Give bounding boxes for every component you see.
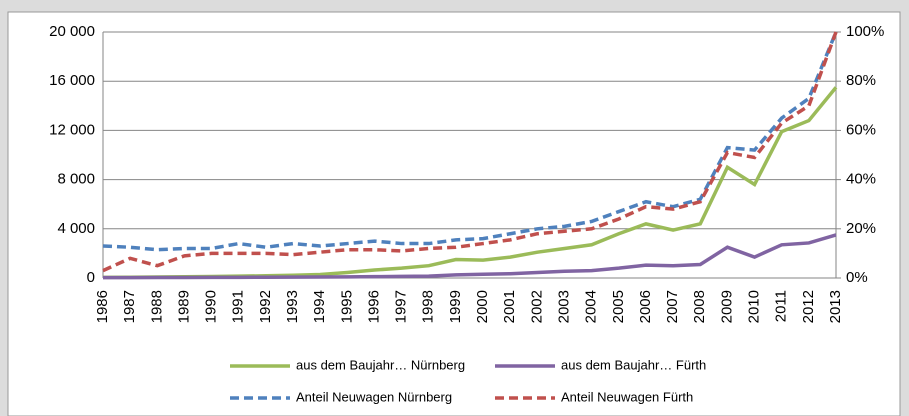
- x-tick-label: 2010: [746, 290, 763, 323]
- x-tick-label: 2007: [664, 290, 681, 323]
- y2-tick-label: 40%: [846, 171, 876, 188]
- x-tick-label: 2001: [501, 290, 518, 323]
- legend-label: Anteil Neuwagen Nürnberg: [296, 389, 452, 404]
- x-tick-label: 2008: [691, 290, 708, 323]
- legend-label: aus dem Baujahr… Nürnberg: [296, 357, 465, 372]
- x-tick-label: 1989: [175, 290, 192, 323]
- x-tick-label: 1988: [148, 290, 165, 323]
- y-tick-label: 8 000: [57, 171, 95, 188]
- y-tick-label: 0: [87, 269, 95, 286]
- x-tick-label: 2012: [800, 290, 817, 323]
- legend-label: aus dem Baujahr… Fürth: [561, 357, 706, 372]
- x-tick-label: 2009: [718, 290, 735, 323]
- x-tick-label: 1996: [365, 290, 382, 323]
- y2-tick-label: 0%: [846, 269, 868, 286]
- x-tick-label: 1993: [284, 290, 301, 323]
- y-tick-label: 4 000: [57, 220, 95, 237]
- x-tick-label: 1995: [338, 290, 355, 323]
- x-tick-label: 1991: [230, 290, 247, 323]
- y-tick-label: 12 000: [49, 121, 95, 138]
- x-tick-label: 2006: [637, 290, 654, 323]
- x-tick-label: 2000: [474, 290, 491, 323]
- y2-tick-label: 100%: [846, 23, 884, 40]
- x-tick-label: 1999: [447, 290, 464, 323]
- x-tick-label: 2011: [773, 290, 790, 322]
- chart-panel: [7, 11, 901, 416]
- x-tick-label: 1997: [393, 290, 410, 323]
- x-tick-label: 2004: [583, 290, 600, 323]
- y2-tick-label: 60%: [846, 121, 876, 138]
- series-line: [102, 31, 838, 273]
- x-tick-label: 2003: [555, 290, 572, 323]
- x-tick-label: 1986: [94, 290, 111, 323]
- y-tick-label: 16 000: [49, 72, 95, 89]
- legend-label: Anteil Neuwagen Fürth: [561, 389, 693, 404]
- y2-tick-label: 20%: [846, 220, 876, 237]
- x-tick-label: 1990: [203, 290, 220, 323]
- x-tick-label: 1992: [257, 290, 274, 323]
- x-tick-label: 2002: [528, 290, 545, 323]
- x-tick-label: 1994: [311, 290, 328, 323]
- x-tick-label: 2013: [827, 290, 844, 323]
- y2-tick-label: 80%: [846, 72, 876, 89]
- y-tick-label: 20 000: [49, 23, 95, 40]
- x-tick-label: 2005: [610, 290, 627, 323]
- series-line: [102, 233, 837, 280]
- x-tick-label: 1998: [420, 290, 437, 323]
- x-tick-label: 1987: [121, 290, 138, 323]
- series-line: [102, 31, 838, 252]
